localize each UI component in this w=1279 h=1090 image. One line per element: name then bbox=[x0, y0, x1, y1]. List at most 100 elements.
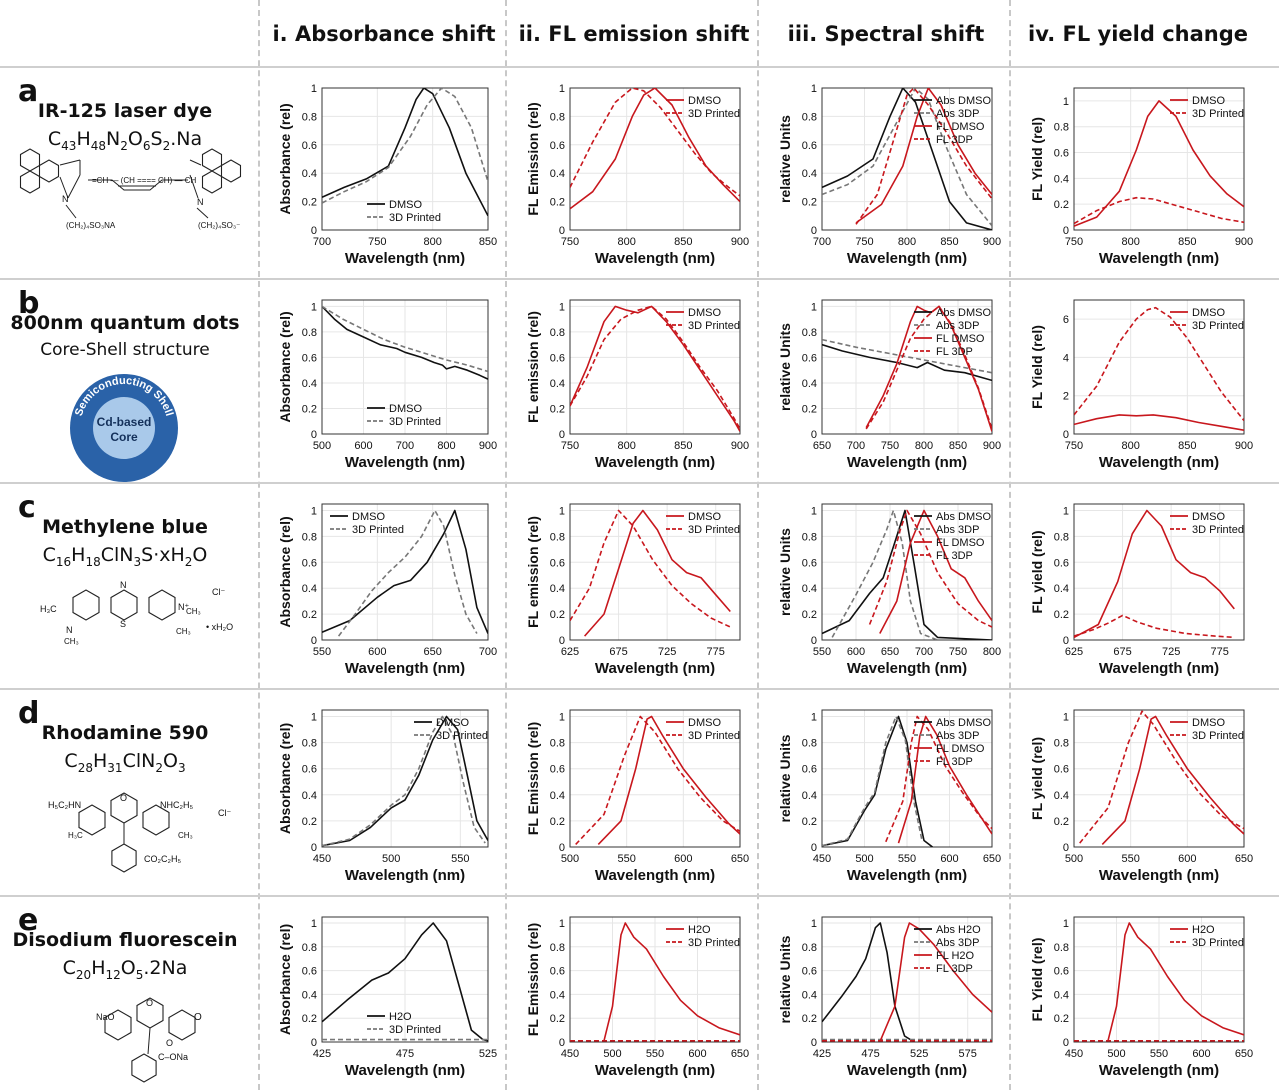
x-axis-label: Wavelength (nm) bbox=[595, 867, 715, 884]
series-line bbox=[822, 922, 915, 1042]
plot-frame bbox=[821, 87, 993, 231]
y-tick-label: 4 bbox=[1063, 352, 1069, 364]
legend-entry: 3D Printed bbox=[688, 320, 740, 332]
structure-label: Cl⁻ bbox=[218, 808, 231, 818]
y-tick-label: 0.4 bbox=[1054, 583, 1069, 595]
x-tick-label: 600 bbox=[368, 646, 386, 658]
y-axis-label: FL Yield (rel) bbox=[1029, 117, 1045, 201]
y-tick-label: 0.2 bbox=[302, 197, 317, 209]
x-tick-label: 450 bbox=[1065, 1048, 1083, 1060]
y-axis-label: Absorbance (rel) bbox=[277, 103, 293, 214]
x-tick-label: 450 bbox=[561, 1048, 579, 1060]
chart-a4: 0 0.2 0.4 0.6 0.8 1 750 800 850 900 Wavelength (nm… bbox=[1029, 87, 1253, 267]
plot-frame bbox=[1073, 87, 1245, 231]
x-tick-label: 800 bbox=[423, 236, 441, 248]
x-axis-label: Wavelength (nm) bbox=[595, 454, 715, 471]
x-tick-label: 550 bbox=[313, 646, 331, 658]
x-tick-label: 850 bbox=[1178, 440, 1196, 452]
y-tick-label: 0.6 bbox=[550, 352, 565, 364]
row-letter: c bbox=[18, 490, 36, 525]
row-letter: a bbox=[18, 74, 39, 109]
y-tick-label: 1 bbox=[1063, 96, 1069, 108]
legend-entry: FL DMSO bbox=[936, 121, 985, 133]
chart-b3: 0 0.2 0.4 0.6 0.8 1 650 700 750 800 850 900 Waveleng… bbox=[777, 299, 1001, 471]
x-tick-label: 675 bbox=[1113, 646, 1131, 658]
x-tick-label: 750 bbox=[881, 440, 899, 452]
y-tick-label: 0.6 bbox=[302, 557, 317, 569]
chart-e3: 0 0.2 0.4 0.6 0.8 1 425 475 525 575 Wavelength (nm… bbox=[777, 916, 993, 1079]
x-tick-label: 725 bbox=[1162, 646, 1180, 658]
y-tick-label: 0.6 bbox=[302, 140, 317, 152]
y-tick-label: 0.8 bbox=[550, 738, 565, 750]
legend-entry: DMSO bbox=[352, 511, 385, 523]
legend-entry: H2O bbox=[1192, 924, 1215, 936]
x-tick-label: 500 bbox=[382, 853, 400, 865]
y-tick-label: 0 bbox=[311, 842, 317, 854]
plot-frame bbox=[1073, 916, 1245, 1043]
series-line bbox=[322, 715, 488, 847]
rhodamine-structure: O H₅C₂HN NHC₂H₅ Cl⁻ H₃C CH₃ CO₂C₂H₅ bbox=[48, 792, 231, 873]
y-tick-label: 0.4 bbox=[302, 790, 317, 802]
legend-entry: 3D Printed bbox=[352, 524, 404, 536]
y-tick-label: 0.8 bbox=[1054, 738, 1069, 750]
y-tick-label: 1 bbox=[559, 505, 565, 517]
y-tick-label: 0.6 bbox=[802, 557, 817, 569]
structure-label: N⁺ bbox=[178, 602, 189, 612]
y-tick-label: 1 bbox=[559, 918, 565, 930]
series-line bbox=[583, 509, 731, 637]
y-axis-label: FL Yield (rel) bbox=[1029, 325, 1045, 409]
x-tick-label: 500 bbox=[313, 440, 331, 452]
column-separator bbox=[505, 0, 507, 1090]
x-tick-label: 900 bbox=[983, 236, 1001, 248]
x-tick-label: 775 bbox=[707, 646, 725, 658]
legend-entry: Abs H2O bbox=[936, 924, 981, 936]
x-tick-label: 650 bbox=[881, 646, 899, 658]
x-axis-label: Wavelength (nm) bbox=[595, 1062, 715, 1079]
y-tick-label: 0.8 bbox=[802, 531, 817, 543]
x-tick-label: 750 bbox=[561, 440, 579, 452]
x-tick-label: 700 bbox=[396, 440, 414, 452]
chart-e1: 0 0.2 0.4 0.6 0.8 1 425 475 525 Wavelength (nm) Ab… bbox=[277, 916, 497, 1079]
x-axis-label: Wavelength (nm) bbox=[345, 454, 465, 471]
y-tick-label: 0.4 bbox=[1054, 790, 1069, 802]
y-tick-label: 0.6 bbox=[550, 764, 565, 776]
chart-d4: 0 0.2 0.4 0.6 0.8 1 500 550 600 650 Wavelength (nm… bbox=[1029, 709, 1253, 884]
y-axis-label: FL emission (rel) bbox=[525, 516, 541, 628]
y-tick-label: 0.2 bbox=[550, 609, 565, 621]
structure-label: CO₂C₂H₅ bbox=[144, 854, 181, 864]
structure-label: O bbox=[146, 998, 153, 1008]
y-tick-label: 0 bbox=[559, 635, 565, 647]
y-tick-label: 0.6 bbox=[550, 140, 565, 152]
plot-frame bbox=[569, 709, 741, 848]
y-tick-label: 0.2 bbox=[802, 197, 817, 209]
x-tick-label: 850 bbox=[1178, 236, 1196, 248]
y-tick-label: 0 bbox=[311, 635, 317, 647]
legend-entry: DMSO bbox=[688, 717, 721, 729]
structure-label: O bbox=[194, 1012, 202, 1023]
y-tick-label: 0.4 bbox=[302, 168, 317, 180]
x-tick-label: 700 bbox=[847, 440, 865, 452]
legend-entry: Abs 3DP bbox=[936, 108, 979, 120]
x-tick-label: 650 bbox=[983, 853, 1001, 865]
y-tick-label: 0.6 bbox=[1054, 966, 1069, 978]
y-tick-label: 0.2 bbox=[302, 816, 317, 828]
structure-label: NHC₂H₅ bbox=[160, 800, 193, 810]
x-tick-label: 600 bbox=[1192, 1048, 1210, 1060]
x-tick-label: 850 bbox=[940, 236, 958, 248]
series-line bbox=[855, 88, 992, 224]
x-tick-label: 425 bbox=[313, 1048, 331, 1060]
column-header: i. Absorbance shift bbox=[272, 22, 496, 46]
legend-entry: Abs DMSO bbox=[936, 717, 991, 729]
y-tick-label: 0.8 bbox=[302, 111, 317, 123]
